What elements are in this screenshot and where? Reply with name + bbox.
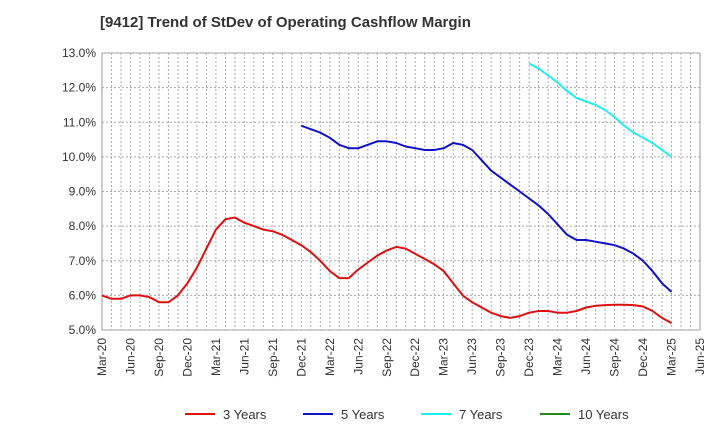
legend: 3 Years 5 Years 7 Years 10 Years (185, 407, 629, 422)
y-tick-label: 9.0% (69, 185, 97, 199)
x-tick-label: Mar-21 (209, 338, 223, 376)
series-line-5-years (300, 124, 673, 293)
x-tick-label: Dec-21 (294, 338, 308, 377)
y-axis-ticks: 5.0% 6.0% 7.0% 8.0% 9.0% 10.0% 11.0% 12.0% 13.0% (62, 46, 96, 337)
x-tick-label: Mar-20 (95, 338, 109, 376)
x-tick-label: Sep-21 (266, 338, 280, 377)
x-tick-label: Mar-23 (437, 338, 451, 376)
x-tick-label: Dec-22 (408, 338, 422, 377)
y-tick-label: 7.0% (69, 254, 97, 268)
x-tick-label: Mar-24 (551, 338, 565, 376)
x-tick-label: Jun-21 (237, 338, 251, 375)
y-tick-label: 12.0% (62, 81, 96, 95)
legend-label: 10 Years (578, 407, 629, 422)
series-line-3-years (101, 216, 672, 324)
x-tick-label: Mar-22 (323, 338, 337, 376)
x-axis-ticks: Mar-20 Jun-20 Sep-20 Dec-20 Mar-21 Jun-21 Sep-… (95, 338, 707, 377)
x-tick-label: Sep-24 (608, 338, 622, 377)
legend-label: 3 Years (223, 407, 267, 422)
x-tick-label: Mar-25 (665, 338, 679, 376)
series-line-7-years (528, 62, 673, 158)
x-tick-label: Sep-20 (152, 338, 166, 377)
y-tick-label: 6.0% (69, 288, 97, 302)
x-tick-label: Sep-23 (494, 338, 508, 377)
y-tick-label: 13.0% (62, 46, 96, 60)
chart-title: [9412] Trend of StDev of Operating Cashf… (100, 14, 471, 31)
x-tick-label: Jun-20 (123, 338, 137, 375)
y-tick-label: 8.0% (69, 219, 97, 233)
x-tick-label: Jun-24 (579, 338, 593, 375)
x-tick-label: Dec-24 (636, 338, 650, 377)
y-tick-label: 5.0% (69, 323, 97, 337)
y-tick-label: 10.0% (62, 150, 96, 164)
x-tick-label: Jun-23 (465, 338, 479, 375)
x-tick-label: Jun-22 (351, 338, 365, 375)
x-tick-label: Dec-20 (180, 338, 194, 377)
legend-label: 5 Years (341, 407, 385, 422)
legend-label: 7 Years (459, 407, 503, 422)
x-tick-label: Jun-25 (693, 338, 707, 375)
x-tick-label: Dec-23 (522, 338, 536, 377)
x-tick-label: Sep-22 (380, 338, 394, 377)
grid-lines (101, 52, 701, 331)
series-lines (101, 62, 673, 324)
y-tick-label: 11.0% (63, 115, 96, 129)
